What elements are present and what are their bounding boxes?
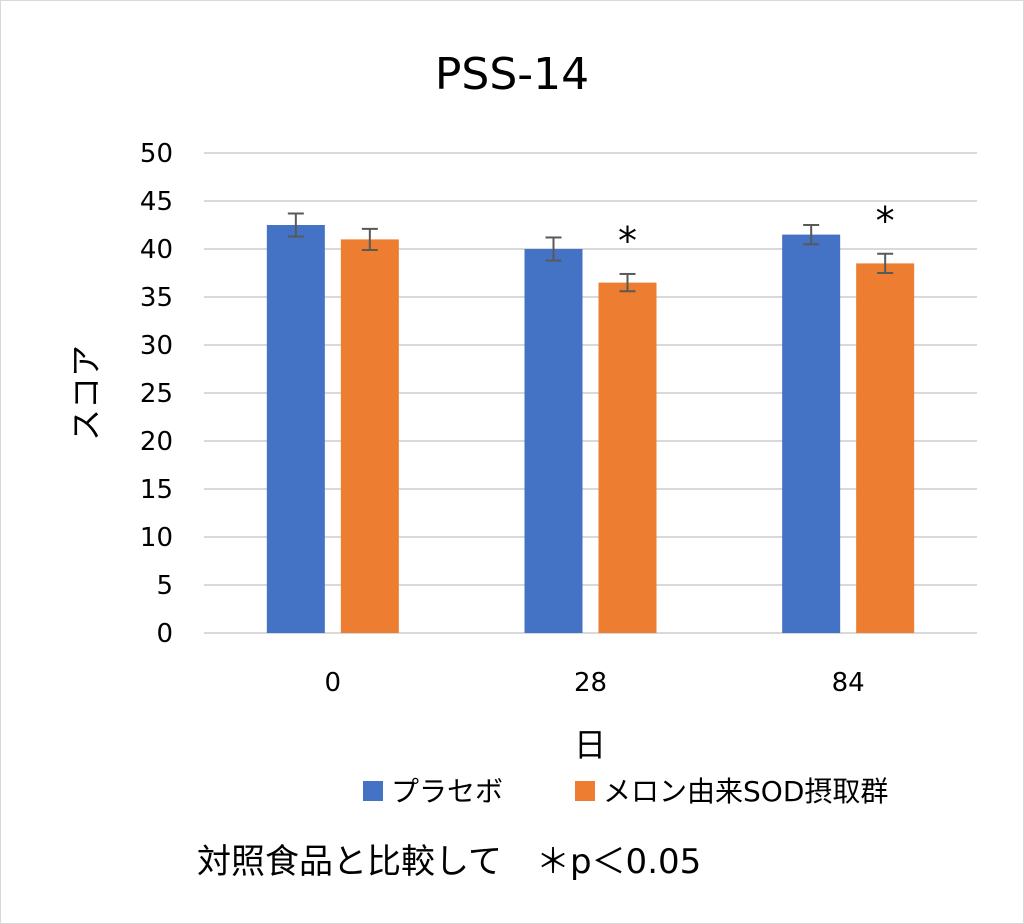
x-tick-label: 28 [574,668,607,698]
x-tick-label: 84 [832,668,865,698]
y-tick-label: 35 [140,283,173,313]
y-tick-label: 45 [140,187,173,217]
y-tick-label: 30 [140,331,173,361]
bar [856,263,915,633]
y-tick-label: 10 [140,523,173,553]
y-tick-label: 0 [156,619,173,649]
legend-swatch [575,781,595,801]
bars [266,225,915,633]
bar [598,282,657,633]
gridlines [204,152,977,634]
legend: プラセボ メロン由来SOD摂取群 [363,775,888,808]
legend-label: プラセボ [391,775,503,808]
y-tick-label: 20 [140,427,173,457]
significance-asterisk: * [876,199,895,243]
y-axis-title: スコア [67,345,105,441]
x-axis-title: 日 [574,726,606,764]
x-tick-label: 0 [325,668,342,698]
footnote: 対照食品と比較して ＊p＜0.05 [197,842,701,882]
y-tick-label: 50 [140,139,173,169]
significance-asterisk: * [618,219,637,263]
y-tick-labels: 0 5 10 15 20 25 30 35 40 45 50 [140,139,173,649]
bar [340,239,399,633]
y-tick-label: 40 [140,235,173,265]
significance-markers: * * [618,199,895,263]
legend-swatch [363,781,383,801]
legend-label: メロン由来SOD摂取群 [603,775,888,808]
chart-title: PSS-14 [435,49,589,100]
bar [782,234,841,633]
y-tick-label: 25 [140,379,173,409]
x-tick-labels: 0 28 84 [325,668,865,698]
bar [266,225,325,633]
bar [524,249,583,633]
y-tick-label: 15 [140,475,173,505]
error-bars [287,212,894,293]
y-tick-label: 5 [156,571,173,601]
